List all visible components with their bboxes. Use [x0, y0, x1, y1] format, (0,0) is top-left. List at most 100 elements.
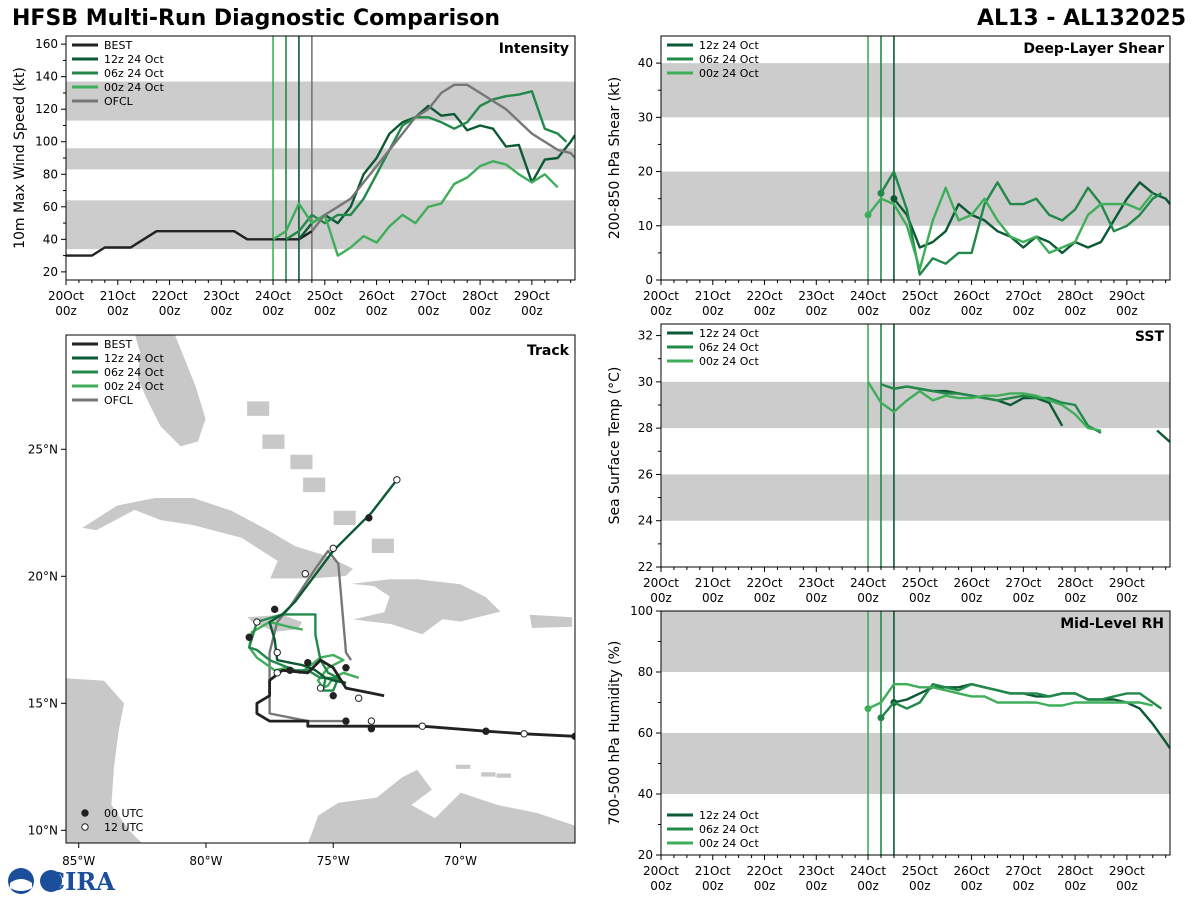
- rh-series-00z: [867, 683, 1153, 710]
- intensity-xtick-label: 22Oct: [152, 289, 188, 303]
- sst-xtick-sublabel: 00z: [650, 591, 672, 605]
- sst-series-00z: [867, 381, 1102, 432]
- intensity-title: Intensity: [499, 41, 569, 57]
- shear-xtick-label: 23Oct: [798, 289, 834, 303]
- bahamas-island-5: [370, 537, 395, 554]
- shear-legend-label: 00z 24 Oct: [699, 67, 759, 80]
- shear-start-dot-06z: [877, 189, 885, 197]
- intensity-band-0: [66, 200, 575, 250]
- marker-legend-label: 12 UTC: [104, 821, 144, 834]
- sst-ytick-label: 22: [638, 560, 653, 574]
- rh-ytick-label: 60: [638, 726, 653, 740]
- shear-start-dot-00z: [864, 211, 872, 219]
- intensity-xtick-sublabel: 00z: [55, 304, 77, 318]
- track-point: [329, 544, 337, 553]
- rh-xtick-label: 21Oct: [695, 864, 731, 878]
- shear-ytick-label: 20: [638, 165, 653, 179]
- sst-xtick-sublabel: 00z: [857, 591, 879, 605]
- track-layer: [245, 476, 575, 741]
- intensity-legend-label: OFCL: [104, 95, 134, 108]
- bahamas-island-2: [289, 453, 314, 471]
- rh-ytick-label: 20: [638, 848, 653, 862]
- shear-ytick-label: 0: [645, 273, 653, 287]
- shear-ylabel: 200-850 hPa Shear (kt): [607, 77, 623, 239]
- rh-ytick-label: 40: [638, 787, 653, 801]
- intensity-ytick-label: 120: [35, 102, 58, 116]
- abc-island-1: [480, 771, 497, 778]
- track-frame: [65, 334, 576, 844]
- shear-ytick-label: 30: [638, 110, 653, 124]
- shear-xtick-label: 24Oct: [850, 289, 886, 303]
- marker-legend-label: 00 UTC: [104, 807, 144, 820]
- intensity-xtick-sublabel: 00z: [418, 304, 440, 318]
- shear-ytick-label: 40: [638, 56, 653, 70]
- bahamas-island-0: [246, 400, 271, 417]
- intensity-xtick-label: 24Oct: [255, 289, 291, 303]
- track-point: [482, 727, 490, 735]
- sst-ylabel: Sea Surface Temp (°C): [607, 367, 623, 525]
- marker-legend-symbol: [81, 809, 89, 817]
- rh-xtick-label: 26Oct: [954, 864, 990, 878]
- track-point: [342, 664, 350, 672]
- shear-series-00z: [867, 186, 1154, 271]
- shear-title: Deep-Layer Shear: [1023, 41, 1164, 57]
- shear-series-06z: [879, 170, 1163, 276]
- shear-xtick-label: 25Oct: [902, 289, 938, 303]
- intensity-xtick-sublabel: 00z: [210, 304, 232, 318]
- track-legend-label: 00z 24 Oct: [104, 380, 164, 393]
- shear-frame: [660, 35, 1171, 281]
- logo-text: CIRA: [46, 867, 115, 896]
- rh-panel: 2040608010020Oct00z21Oct00z22Oct00z23Oct…: [607, 604, 1171, 893]
- sst-xtick-sublabel: 00z: [961, 591, 983, 605]
- sst-legend-label: 06z 24 Oct: [699, 341, 759, 354]
- intensity-xtick-sublabel: 00z: [159, 304, 181, 318]
- sst-xtick-label: 27Oct: [1005, 576, 1041, 590]
- intensity-xtick-sublabel: 00z: [366, 304, 388, 318]
- sst-xtick-label: 23Oct: [798, 576, 834, 590]
- intensity-legend-label: 00z 24 Oct: [104, 81, 164, 94]
- sst-title: SST: [1135, 329, 1165, 345]
- shear-xtick-label: 29Oct: [1109, 289, 1145, 303]
- sst-panel: 22242628303220Oct00z21Oct00z22Oct00z23Oc…: [607, 323, 1171, 605]
- globe-icon: [40, 870, 62, 892]
- track-point: [286, 666, 294, 674]
- track-point: [365, 514, 373, 522]
- shear-start-dot-12z: [890, 195, 898, 203]
- rh-ylabel: 700-500 hPa Humidity (%): [607, 641, 623, 826]
- intensity-legend-label: BEST: [104, 39, 132, 52]
- puerto-rico: [528, 613, 573, 629]
- sst-xtick-label: 20Oct: [643, 576, 679, 590]
- rh-xtick-label: 22Oct: [747, 864, 783, 878]
- intensity-ytick-label: 80: [43, 167, 58, 181]
- rh-start-dot-06z: [877, 714, 885, 722]
- intensity-legend-label: 12z 24 Oct: [104, 53, 164, 66]
- rh-xtick-sublabel: 00z: [1064, 879, 1086, 893]
- track-legend-label: 06z 24 Oct: [104, 366, 164, 379]
- rh-start-dot-00z: [864, 705, 872, 713]
- sst-legend-label: 12z 24 Oct: [699, 327, 759, 340]
- track-ytick-label: 10°N: [28, 823, 58, 837]
- track-legend-label: OFCL: [104, 394, 134, 407]
- intensity-series-12z: [297, 104, 575, 241]
- shear-xtick-sublabel: 00z: [1064, 304, 1086, 318]
- intensity-xtick-sublabel: 00z: [107, 304, 129, 318]
- track-point: [418, 722, 426, 730]
- track-point: [367, 725, 376, 733]
- sst-xtick-sublabel: 00z: [1064, 591, 1086, 605]
- rh-legend-label: 12z 24 Oct: [699, 809, 759, 822]
- shear-xtick-sublabel: 00z: [1013, 304, 1035, 318]
- rh-xtick-sublabel: 00z: [650, 879, 672, 893]
- hispaniola: [348, 578, 502, 636]
- track-line-BEST: [255, 658, 575, 738]
- sst-xtick-sublabel: 00z: [1116, 591, 1138, 605]
- intensity-series-OFCL: [310, 83, 575, 232]
- intensity-xtick-label: 28Oct: [462, 289, 498, 303]
- rh-xtick-sublabel: 00z: [702, 879, 724, 893]
- track-point: [520, 730, 528, 738]
- rh-band-1: [661, 611, 1170, 672]
- intensity-band-1: [66, 148, 575, 170]
- rh-xtick-sublabel: 00z: [857, 879, 879, 893]
- sst-series-06z: [880, 383, 1102, 434]
- sst-xtick-label: 24Oct: [850, 576, 886, 590]
